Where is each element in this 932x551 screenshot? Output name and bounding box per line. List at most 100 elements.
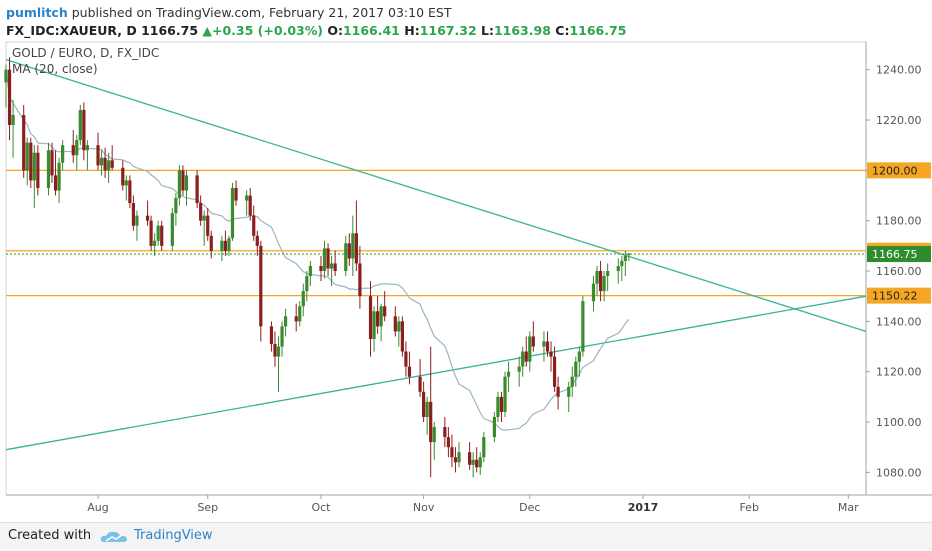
price-chart[interactable]: 1080.00 1100.00 1120.00 1140.00 1160.00 1180.… [0, 40, 932, 522]
candle-body [616, 265, 620, 272]
candle-body [273, 344, 277, 357]
chart-legend-ma: MA (20, close) [12, 62, 98, 76]
candle-body [4, 69, 8, 83]
candle-body [407, 366, 412, 377]
candle-body [149, 220, 153, 246]
candle-body [174, 198, 178, 214]
candle-body [468, 452, 472, 465]
candle-body [107, 160, 111, 171]
candle-body [145, 215, 150, 221]
candle-body [528, 336, 532, 362]
candle-body [223, 240, 228, 251]
last-price-text: 1166.75 [141, 23, 199, 38]
price-tick-label: 1180.00 [876, 215, 922, 228]
candle-body [276, 346, 281, 357]
candle-body [443, 427, 447, 438]
candle-body [496, 396, 500, 417]
candle-body [322, 248, 327, 272]
level-price-label: 1150.22 [872, 290, 918, 303]
candle-body [475, 459, 479, 468]
candle-body [446, 437, 450, 448]
candle-body [344, 243, 348, 272]
candle-body [184, 175, 189, 191]
tradingview-cloud-icon [100, 531, 127, 542]
candle-body [57, 162, 61, 191]
level-price-label: 1200.00 [872, 164, 918, 177]
price-tick-label: 1120.00 [876, 366, 922, 379]
candle-body [195, 175, 199, 204]
change-text: +0.35 (+0.03%) [212, 23, 323, 38]
close-value: 1166.75 [569, 23, 627, 38]
candle-body [602, 276, 606, 292]
candle-body [471, 459, 475, 465]
candle-body [220, 240, 224, 251]
candle-body [22, 114, 26, 171]
candle-body [354, 233, 358, 264]
candle-body [570, 376, 574, 387]
candle-body [128, 180, 132, 204]
close-label: C: [555, 23, 570, 38]
candle-body [552, 356, 557, 387]
candle-body [78, 109, 82, 141]
candle-body [230, 187, 235, 239]
chart-area[interactable]: 1080.00 1100.00 1120.00 1140.00 1160.00 1180.… [0, 40, 932, 522]
candle-body [153, 240, 157, 246]
candle-body [400, 321, 404, 352]
candle-body [326, 248, 330, 269]
candle-body [429, 401, 433, 443]
candle-body [252, 215, 256, 236]
candle-body [351, 233, 355, 259]
price-tick-label: 1100.00 [876, 416, 922, 429]
tradingview-brand[interactable]: TradingView [134, 528, 213, 543]
candle-body [595, 271, 599, 284]
candle-body [598, 271, 603, 292]
level-price-box [867, 162, 931, 179]
candle-body [234, 187, 238, 201]
time-tick-label: Mar [838, 501, 859, 514]
candle-body [124, 180, 128, 186]
price-tick-label: 1140.00 [876, 315, 922, 328]
candle-body [418, 376, 422, 392]
candle-body [280, 326, 284, 347]
candle-body [503, 376, 507, 412]
candle-body [269, 326, 274, 344]
candle-body [319, 265, 323, 272]
candle-body [492, 416, 496, 438]
candle-body [368, 296, 373, 339]
candle-body [457, 452, 461, 463]
candle-body [422, 391, 426, 417]
candle-body [577, 351, 581, 362]
candle-body [202, 215, 206, 221]
candle-body [478, 457, 482, 468]
candle-body [199, 203, 203, 221]
candle-body [170, 213, 174, 246]
candle-body [574, 361, 578, 377]
publish-info: published on TradingView.com, February 2… [71, 5, 452, 20]
candle-body [556, 386, 560, 397]
candle-body [432, 427, 436, 443]
candle-body [482, 437, 486, 458]
candle-body [581, 301, 585, 352]
author-link[interactable]: pumlitch [6, 5, 68, 20]
candle-body [425, 401, 429, 417]
candle-body [383, 306, 387, 317]
candle-body [393, 316, 397, 332]
candle-body [177, 170, 182, 199]
candle-body [333, 263, 337, 272]
footer-bar: Created with TradingView [0, 522, 932, 551]
up-arrow-icon: ▲ [202, 23, 213, 38]
open-value: 1166.41 [342, 23, 400, 38]
candle-body [567, 386, 571, 397]
price-tick-label: 1240.00 [876, 64, 922, 77]
last-price-box [867, 246, 931, 263]
candle-body [298, 306, 302, 322]
candle-body [255, 235, 259, 246]
candle-body [36, 152, 40, 188]
candle-body [294, 316, 298, 322]
candle-body [379, 306, 383, 327]
created-with-text: Created with [8, 528, 92, 543]
candle-body [25, 142, 29, 171]
price-tick-label: 1160.00 [876, 265, 922, 278]
candle-body [71, 145, 75, 156]
candle-body [135, 215, 139, 226]
